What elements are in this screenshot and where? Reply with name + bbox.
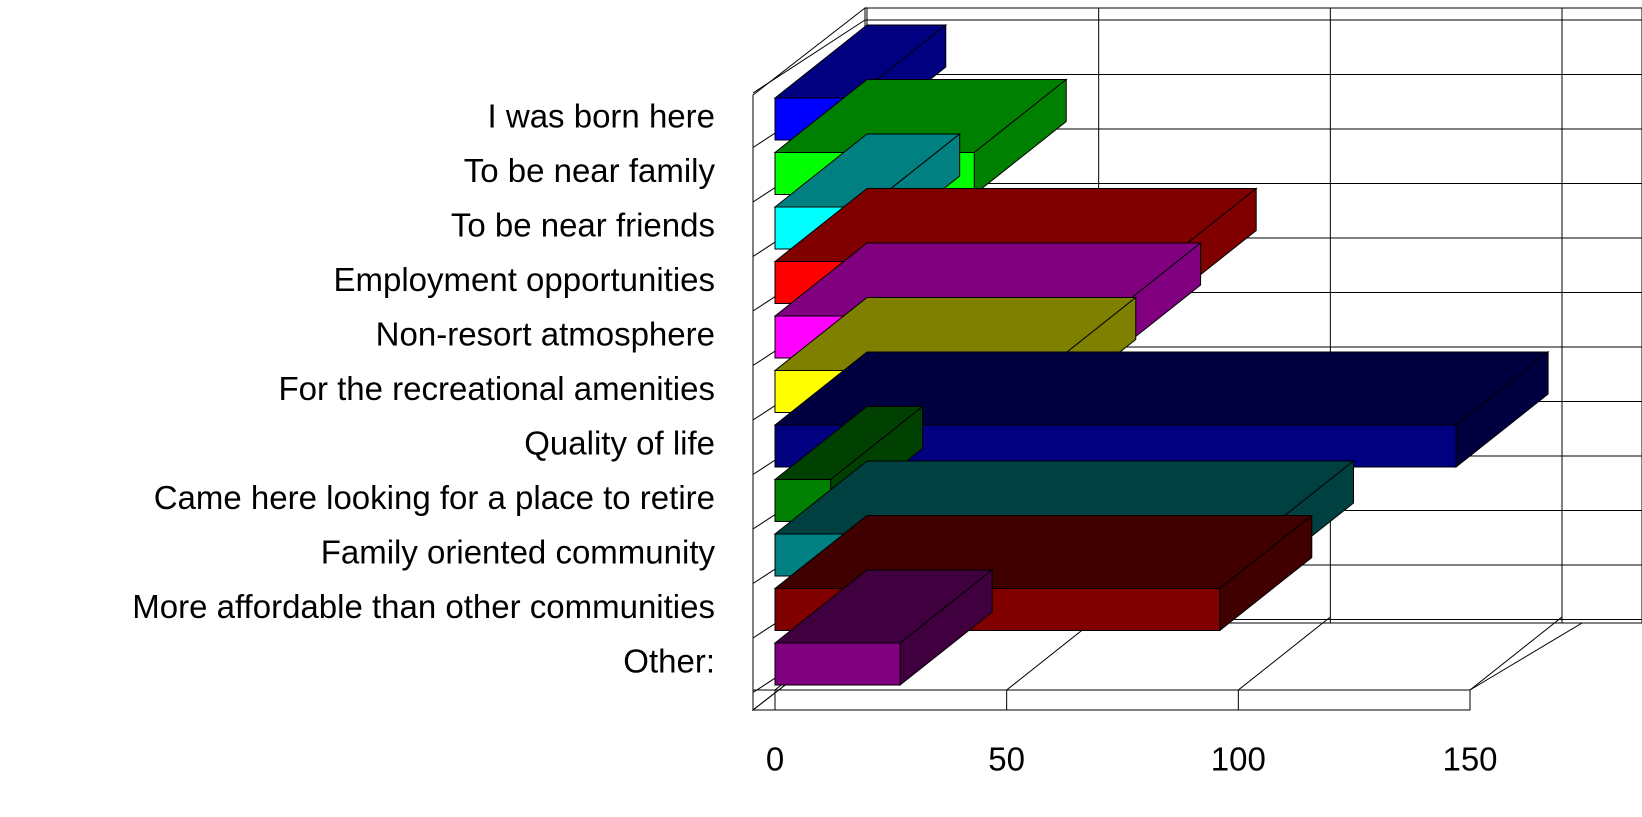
y-tick-label: Family oriented community: [321, 534, 716, 571]
y-tick-label: To be near family: [464, 152, 716, 189]
floor-grid-line: [1237, 616, 1331, 710]
y-tick-label: I was born here: [488, 98, 715, 135]
bar-top: [773, 515, 1314, 589]
x-tick-label: 100: [1211, 741, 1266, 778]
y-tick-label: More affordable than other communities: [132, 588, 715, 625]
floor-grid-line: [1469, 616, 1563, 710]
y-tick-label: To be near friends: [451, 207, 715, 244]
x-tick-label: 50: [988, 741, 1025, 778]
floor-grid-line: [1006, 616, 1099, 710]
x-tick-label: 150: [1442, 741, 1497, 778]
y-tick-label: Came here looking for a place to retire: [154, 479, 715, 516]
y-tick-label: Other:: [623, 643, 715, 680]
bar: [774, 642, 901, 686]
x-tick-label: 0: [766, 741, 784, 778]
y-tick-label: Quality of life: [524, 425, 715, 462]
left-wall-line: [752, 19, 866, 94]
y-tick-label: Employment opportunities: [333, 261, 715, 298]
y-tick-label: Non-resort atmosphere: [376, 316, 715, 353]
y-tick-label: For the recreational amenities: [278, 370, 715, 407]
